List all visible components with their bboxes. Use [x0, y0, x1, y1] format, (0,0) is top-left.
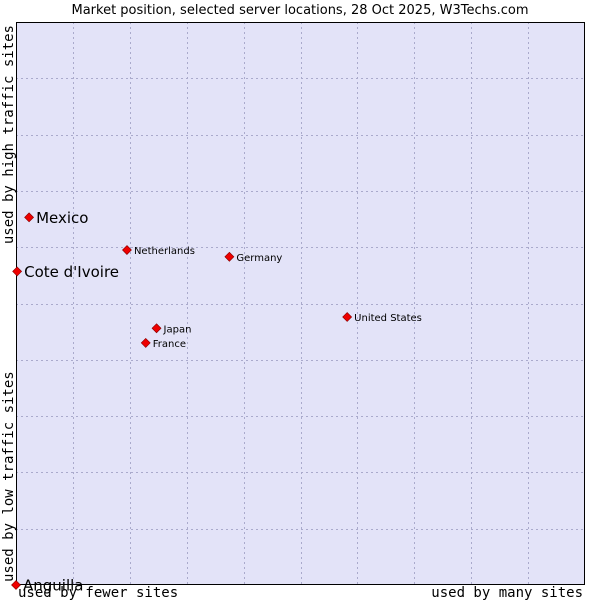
point-marker-japan — [151, 323, 162, 334]
plot-border — [16, 22, 585, 585]
point-label-cote-d-ivoire: Cote d'Ivoire — [24, 263, 119, 281]
plot-area — [16, 22, 585, 585]
point-marker-united-states — [342, 312, 353, 322]
point-marker-anguilla — [11, 580, 21, 590]
data-points: Mexico Cote d'Ivoire Anguilla Netherlands Ge… — [11, 209, 422, 595]
point-label-france: France — [153, 339, 186, 350]
chart-title: Market position, selected server locatio… — [71, 3, 528, 18]
point-marker-cote-d-ivoire — [12, 266, 23, 277]
point-marker-germany — [224, 251, 235, 262]
point-label-japan: Japan — [163, 324, 192, 335]
point-label-anguilla: Anguilla — [23, 577, 84, 595]
y-axis-label-low: used by low traffic sites — [1, 371, 17, 582]
point-label-germany: Germany — [236, 253, 282, 264]
x-axis-label-high: used by many sites — [431, 585, 583, 600]
y-axis-label-high: used by high traffic sites — [1, 25, 17, 244]
point-marker-netherlands — [122, 245, 132, 255]
point-marker-france — [140, 337, 151, 348]
grid-lines — [16, 22, 585, 585]
point-label-united-states: United States — [354, 313, 422, 324]
point-label-mexico: Mexico — [36, 209, 88, 227]
point-label-netherlands: Netherlands — [134, 246, 195, 257]
point-marker-mexico — [24, 212, 35, 223]
x-axis-label-low: used by fewer sites — [18, 585, 178, 600]
